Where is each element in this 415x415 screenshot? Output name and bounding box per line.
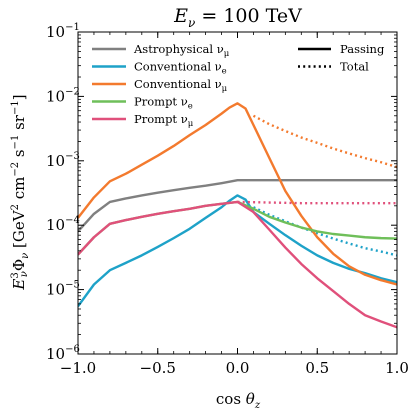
y-tick-label: 10−4 <box>46 215 80 234</box>
series-line-prompt-nu-mu-passing <box>78 200 397 329</box>
legend-label-prompt-nu-mu: Prompt νμ <box>134 112 194 129</box>
plot-area <box>78 102 397 329</box>
x-tick-label: −1.0 <box>60 359 96 377</box>
y-tick-label: 10−3 <box>46 151 80 170</box>
x-tick-label: 0.5 <box>305 359 329 377</box>
legend-label-passing: Passing <box>340 42 385 56</box>
axis-ticks: −1.0 −0.5 0.0 0.5 1.0 10−6 10−5 10−4 10−3 10−2 10−… <box>46 22 409 377</box>
x-tick-label: 0.0 <box>226 359 250 377</box>
series-line-prompt-nu-mu-total <box>237 200 397 205</box>
series-line-conventional-nu-mu-passing <box>78 102 397 286</box>
x-tick-label: −0.5 <box>140 359 176 377</box>
legend-label-conventional-nu-e: Conventional νe <box>134 60 227 77</box>
plot-frame <box>77 31 398 355</box>
x-tick-label: 1.0 <box>385 359 409 377</box>
chart-title: Eν = 100 TeV <box>173 5 302 30</box>
series-line-astrophysical-nu-mu-passing <box>78 178 397 233</box>
series-line-conventional-nu-mu-total <box>252 114 397 169</box>
y-tick-label: 10−2 <box>46 86 80 105</box>
y-tick-label: 10−5 <box>46 280 80 299</box>
series-line-conventional-nu-e-total <box>252 206 397 257</box>
series-line-prompt-nu-e-passing <box>78 200 397 256</box>
y-tick-label: 10−1 <box>46 22 80 41</box>
series-line-conventional-nu-e-passing <box>78 194 397 308</box>
x-axis-label: cos θz <box>216 390 261 411</box>
legend-label-total: Total <box>340 60 369 74</box>
legend-label-prompt-nu-e: Prompt νe <box>134 95 193 112</box>
y-tick-label: 10−6 <box>46 344 80 363</box>
legend-label-conventional-nu-mu: Conventional νμ <box>134 77 228 94</box>
legend-label-astrophysical-nu-mu: Astrophysical νμ <box>133 42 230 59</box>
y-axis-label: E3νΦν [GeV2 cm−2 s−1 sr−1] <box>10 94 31 290</box>
